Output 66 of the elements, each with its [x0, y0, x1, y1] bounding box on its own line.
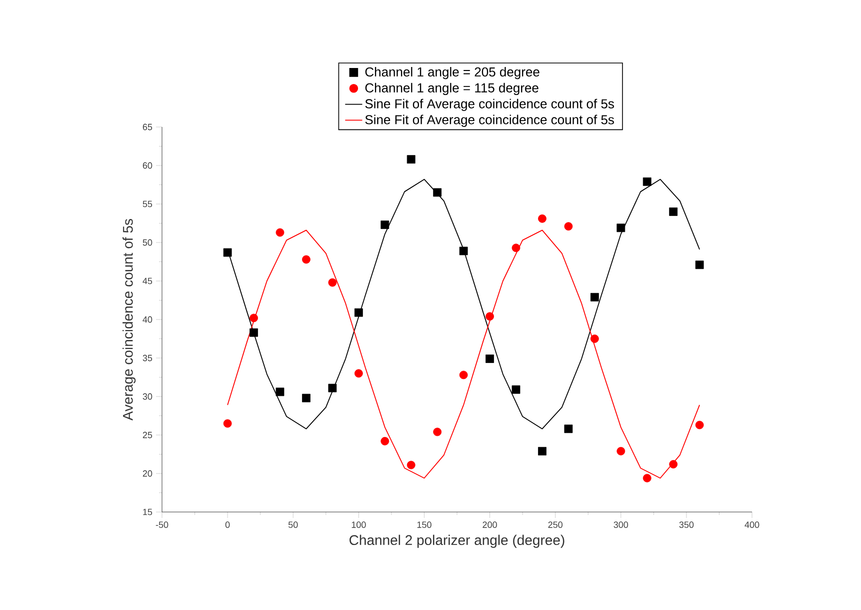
- point: [486, 312, 494, 321]
- point: [276, 228, 284, 237]
- point: [486, 354, 494, 363]
- y-tick-label: 45: [142, 278, 152, 284]
- point: [512, 385, 520, 394]
- point: [695, 420, 704, 430]
- point: [380, 436, 390, 446]
- y-tick-label: 15: [143, 508, 152, 516]
- y-tick-label: 55: [142, 200, 152, 208]
- point: [459, 246, 468, 256]
- point: [538, 214, 546, 223]
- point: [406, 155, 416, 164]
- x-axis-title: Channel 2 polarizer angle (degree): [350, 534, 564, 548]
- x-tick-label: -50: [156, 522, 168, 528]
- point: [354, 308, 363, 317]
- point: [590, 292, 599, 302]
- line-series: [227, 230, 700, 479]
- point: [642, 177, 652, 186]
- legend-label: Sine Fit of Average coincidence count of 5s: [365, 114, 614, 127]
- point: [406, 460, 416, 470]
- x-tick-label: 350: [679, 522, 694, 528]
- point: [669, 208, 678, 216]
- y-tick-label: 65: [142, 124, 152, 130]
- point: [564, 222, 573, 231]
- y-tick-label: 25: [142, 432, 152, 438]
- point: [328, 278, 337, 287]
- point: [433, 428, 442, 436]
- legend-label: Channel 1 angle = 205 degree: [365, 66, 540, 80]
- x-tick-label: 250: [548, 522, 562, 528]
- y-tick-label: 50: [142, 239, 152, 246]
- y-axis-title: Average coincidence count of 5s: [122, 218, 136, 421]
- point: [590, 334, 599, 343]
- point: [695, 260, 704, 270]
- point: [250, 314, 258, 322]
- point: [433, 188, 442, 197]
- point: [564, 424, 573, 434]
- y-tick-label: 30: [142, 393, 152, 400]
- x-tick-label: 100: [352, 522, 366, 528]
- point: [223, 419, 232, 428]
- point: [512, 244, 520, 252]
- point: [354, 369, 363, 378]
- point: [276, 388, 284, 396]
- x-tick-label: 200: [482, 522, 497, 528]
- x-tick-label: 400: [744, 522, 760, 528]
- point: [302, 394, 310, 402]
- point: [616, 224, 626, 232]
- y-tick-label: 35: [142, 354, 152, 362]
- x-tick-label: 0: [225, 522, 230, 528]
- point: [328, 384, 337, 392]
- y-tick-label: 20: [142, 470, 152, 477]
- point: [642, 474, 652, 482]
- point: [616, 446, 626, 456]
- x-tick-label: 50: [288, 522, 298, 528]
- legend-label: Channel 1 angle = 115 degree: [365, 82, 538, 96]
- y-tick-label: 60: [142, 162, 152, 169]
- point: [223, 248, 232, 257]
- point: [459, 370, 468, 380]
- point: [669, 460, 678, 468]
- point: [380, 220, 390, 229]
- point: [250, 328, 258, 337]
- point: [302, 255, 310, 264]
- legend-label: Sine Fit of Average coincidence count of 5s: [365, 98, 614, 111]
- y-tick-label: 40: [142, 316, 152, 323]
- x-tick-label: 150: [417, 522, 432, 528]
- x-tick-label: 300: [614, 522, 628, 528]
- point: [538, 446, 546, 456]
